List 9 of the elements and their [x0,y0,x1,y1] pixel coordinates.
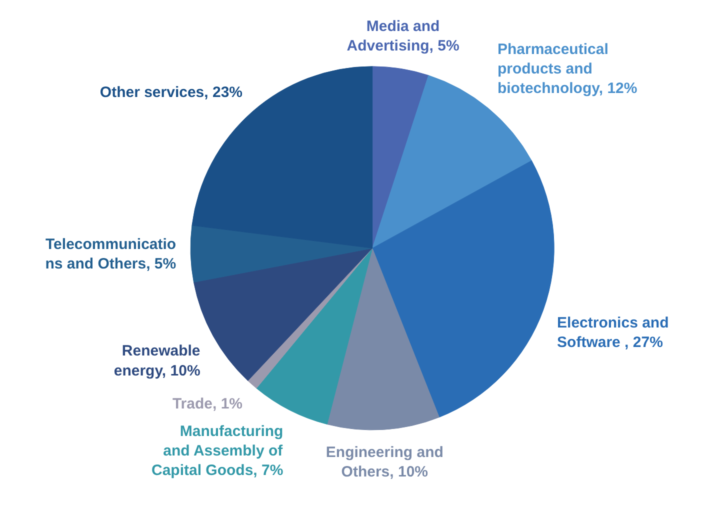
slice-label: Trade, 1% [172,395,243,412]
slice-label: Engineering and Others, 10% [326,444,444,481]
slice-label: Telecommunicatio ns and Others, 5% [45,236,176,273]
slice-label: Pharmaceutical products and biotechnology, 12% [497,40,638,98]
slice-label: Manufacturing and Assembly of Capital Goods, 7% [152,423,284,480]
slice-label: Media and Advertising, 5% [346,18,460,54]
slice-label: Electronics and Software , 27% [557,314,669,352]
slice-label: Renewable energy, 10% [114,342,200,380]
slice-label: Other services, 23% [100,84,242,102]
